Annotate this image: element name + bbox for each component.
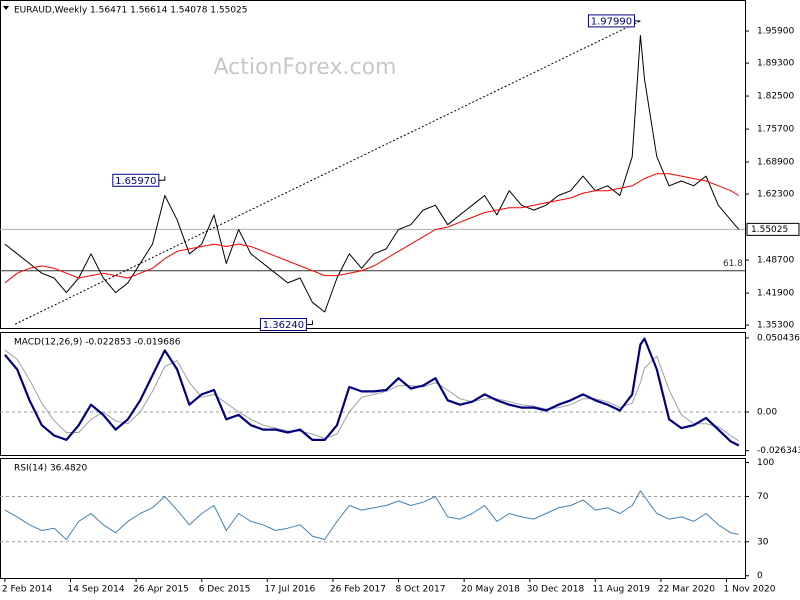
y-tick-label: 30 xyxy=(757,537,769,547)
panel-border xyxy=(0,458,746,579)
y-tick-label: 1.68900 xyxy=(757,158,794,168)
y-tick-label: 1.41900 xyxy=(757,289,794,299)
annotation-box xyxy=(259,318,307,332)
watermark: ActionForex.com xyxy=(214,55,397,80)
panel-title: MACD(12,26,9) -0.022853 -0.019686 xyxy=(14,338,181,348)
series-line xyxy=(4,34,740,313)
x-tick-label: 14 Sep 2014 xyxy=(68,585,125,595)
series-line xyxy=(4,337,740,447)
y-tick-label: 1.82500 xyxy=(757,92,794,102)
y-tick-label: 1.62300 xyxy=(757,190,794,200)
annotation-pointer xyxy=(158,176,166,181)
y-tick-label: 1.89300 xyxy=(757,59,794,69)
x-tick-label: 20 May 2018 xyxy=(461,585,520,595)
x-tick-label: 22 Mar 2020 xyxy=(658,585,715,595)
annotation-box xyxy=(112,173,160,187)
x-tick-label: 11 Aug 2019 xyxy=(592,585,650,595)
series-line xyxy=(4,490,739,540)
annotation-pointer xyxy=(306,320,313,326)
title-arrow xyxy=(3,6,9,10)
y-tick-label: -0.026343 xyxy=(757,446,800,456)
annotation-label: 1.97990 xyxy=(591,16,632,27)
panel-border xyxy=(0,0,746,329)
level-label: 61.8 xyxy=(723,259,743,269)
y-tick-label: 1.48700 xyxy=(757,256,794,266)
y-tick-label: 100 xyxy=(757,458,774,468)
y-tick-label: 1.75700 xyxy=(757,125,794,135)
last-price-label: 1.55025 xyxy=(751,225,788,235)
y-tick-label: 70 xyxy=(757,492,769,502)
y-tick-label: 1.35300 xyxy=(757,321,794,331)
annotation-label: 1.65970 xyxy=(115,176,156,187)
x-tick-label: 1 Nov 2020 xyxy=(724,585,776,595)
last-price-box xyxy=(746,222,800,236)
annotation-label: 1.36240 xyxy=(263,320,304,331)
y-tick-label: 0 xyxy=(757,571,763,581)
panel-title: EURAUD,Weekly 1.56471 1.56614 1.54078 1.… xyxy=(14,6,248,16)
y-tick-label: 1.95900 xyxy=(757,27,794,37)
x-tick-label: 6 Dec 2015 xyxy=(199,585,251,595)
annotation-box xyxy=(587,14,635,28)
panel-title: RSI(14) 36.4820 xyxy=(14,464,87,474)
y-tick-label: 0.050436 xyxy=(757,333,800,343)
series-line xyxy=(4,173,740,284)
y-tick-label: 0.00 xyxy=(757,407,777,417)
x-tick-label: 30 Dec 2018 xyxy=(527,585,585,595)
x-tick-label: 26 Apr 2015 xyxy=(133,585,189,595)
series-line xyxy=(4,349,740,442)
x-tick-label: 26 Feb 2017 xyxy=(330,585,386,595)
x-tick-label: 8 Oct 2017 xyxy=(396,585,446,595)
x-tick-label: 17 Jul 2016 xyxy=(264,585,315,595)
x-tick-label: 2 Feb 2014 xyxy=(2,585,53,595)
panel-border xyxy=(0,332,746,456)
